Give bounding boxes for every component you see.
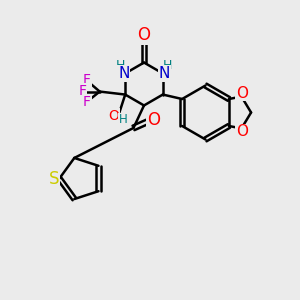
Text: O: O [236, 85, 248, 100]
Text: H: H [163, 59, 172, 72]
Text: F: F [83, 73, 91, 87]
Text: N: N [118, 66, 129, 81]
Text: O: O [236, 124, 248, 140]
Text: O: O [108, 109, 119, 123]
Text: N: N [159, 66, 170, 81]
Text: O: O [137, 26, 151, 44]
Text: F: F [83, 95, 91, 109]
Text: F: F [78, 84, 86, 98]
Text: O: O [147, 111, 160, 129]
Text: H: H [118, 113, 127, 126]
Text: H: H [116, 59, 125, 72]
Text: S: S [49, 170, 59, 188]
